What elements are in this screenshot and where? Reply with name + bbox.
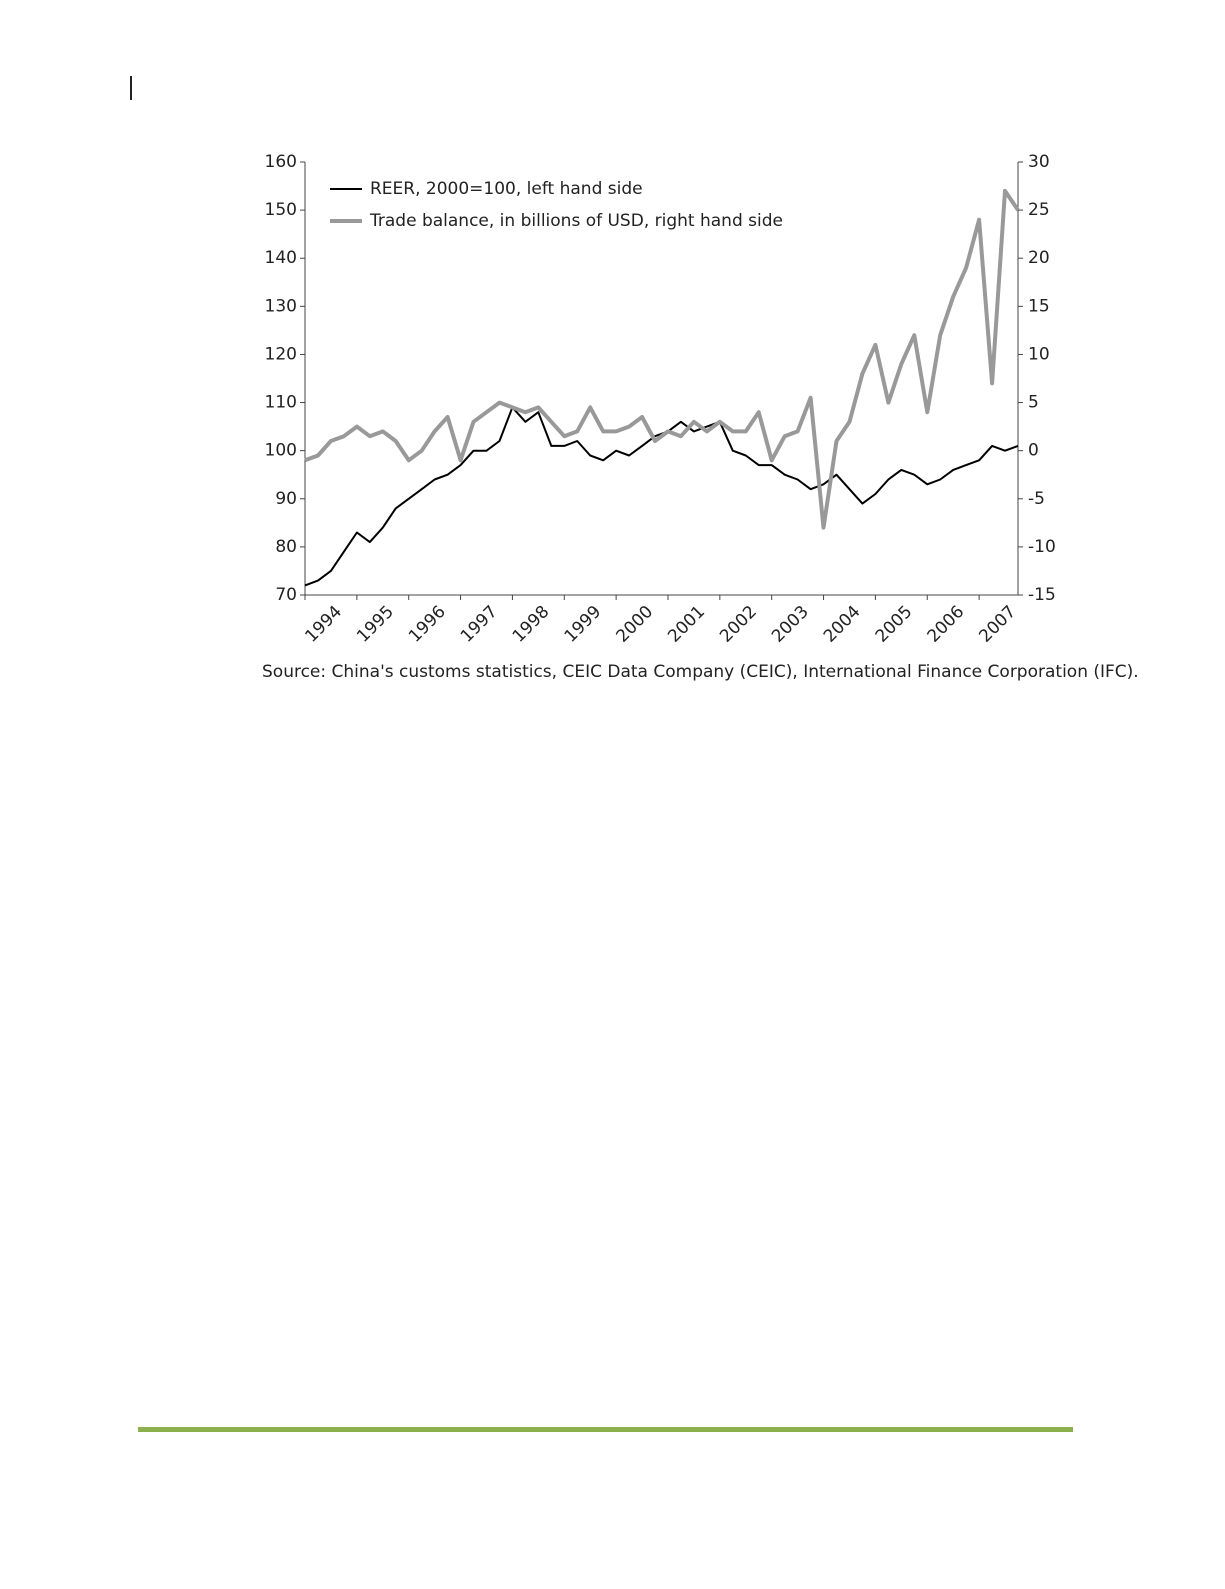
x-tick-label: 2007 xyxy=(975,602,1020,647)
x-tick-label: 1996 xyxy=(405,602,450,647)
y-tick-label: 160 xyxy=(265,152,297,172)
x-tick-label: 2000 xyxy=(612,602,657,647)
y-tick-label: 100 xyxy=(265,441,297,461)
y2-tick-label: 15 xyxy=(1028,296,1050,316)
y-tick-label: 120 xyxy=(265,344,297,364)
x-tick-label: 1995 xyxy=(353,602,398,647)
y-tick-label: 90 xyxy=(275,489,297,509)
x-tick-label: 1994 xyxy=(301,602,346,647)
y-tick-label: 70 xyxy=(275,585,297,605)
x-tick-label: 2006 xyxy=(924,602,969,647)
source-note: Source: China's customs statistics, CEIC… xyxy=(262,662,1139,682)
x-tick-label: 2004 xyxy=(820,602,865,647)
page-marker xyxy=(130,76,132,100)
x-tick-label: 2001 xyxy=(664,602,709,647)
y2-tick-label: -15 xyxy=(1028,585,1056,605)
y-tick-label: 140 xyxy=(265,248,297,268)
x-tick-label: 2002 xyxy=(716,602,761,647)
x-tick-label: 1998 xyxy=(509,602,554,647)
footer-rule xyxy=(138,1427,1073,1432)
series-line xyxy=(304,188,1020,530)
legend-label: Trade balance, in billions of USD, right… xyxy=(369,211,783,231)
y2-tick-label: -5 xyxy=(1028,489,1045,509)
y-tick-label: 150 xyxy=(265,200,297,220)
y-tick-label: 110 xyxy=(265,393,297,413)
y2-tick-label: 5 xyxy=(1028,393,1039,413)
x-tick-label: 2003 xyxy=(768,602,813,647)
y2-tick-label: 30 xyxy=(1028,152,1050,172)
y2-tick-label: 10 xyxy=(1028,344,1050,364)
y2-tick-label: 0 xyxy=(1028,441,1039,461)
y-tick-label: 80 xyxy=(275,537,297,557)
y2-tick-label: 25 xyxy=(1028,200,1050,220)
legend-label: REER, 2000=100, left hand side xyxy=(370,179,643,199)
x-tick-label: 2005 xyxy=(872,602,917,647)
x-tick-label: 1999 xyxy=(561,602,606,647)
y2-tick-label: -10 xyxy=(1028,537,1056,557)
y-tick-label: 130 xyxy=(265,296,297,316)
x-tick-label: 1997 xyxy=(457,602,502,647)
y2-tick-label: 20 xyxy=(1028,248,1050,268)
